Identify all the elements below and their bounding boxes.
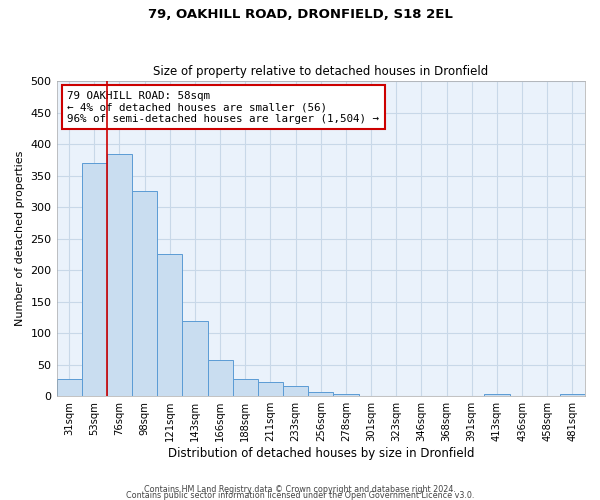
Bar xyxy=(208,360,233,396)
Bar xyxy=(283,386,308,396)
Text: 79 OAKHILL ROAD: 58sqm
← 4% of detached houses are smaller (56)
96% of semi-deta: 79 OAKHILL ROAD: 58sqm ← 4% of detached … xyxy=(67,90,379,124)
Bar xyxy=(82,163,107,396)
Text: Contains HM Land Registry data © Crown copyright and database right 2024.: Contains HM Land Registry data © Crown c… xyxy=(144,484,456,494)
Bar xyxy=(258,382,283,396)
Text: 79, OAKHILL ROAD, DRONFIELD, S18 2EL: 79, OAKHILL ROAD, DRONFIELD, S18 2EL xyxy=(148,8,452,20)
Bar xyxy=(308,392,334,396)
Bar xyxy=(107,154,132,396)
Text: Contains public sector information licensed under the Open Government Licence v3: Contains public sector information licen… xyxy=(126,490,474,500)
Bar xyxy=(182,320,208,396)
Bar xyxy=(56,378,82,396)
Bar xyxy=(334,394,359,396)
Y-axis label: Number of detached properties: Number of detached properties xyxy=(15,151,25,326)
Bar xyxy=(157,254,182,396)
X-axis label: Distribution of detached houses by size in Dronfield: Distribution of detached houses by size … xyxy=(167,447,474,460)
Bar xyxy=(484,394,509,396)
Title: Size of property relative to detached houses in Dronfield: Size of property relative to detached ho… xyxy=(153,66,488,78)
Bar xyxy=(132,192,157,396)
Bar xyxy=(233,378,258,396)
Bar xyxy=(560,394,585,396)
